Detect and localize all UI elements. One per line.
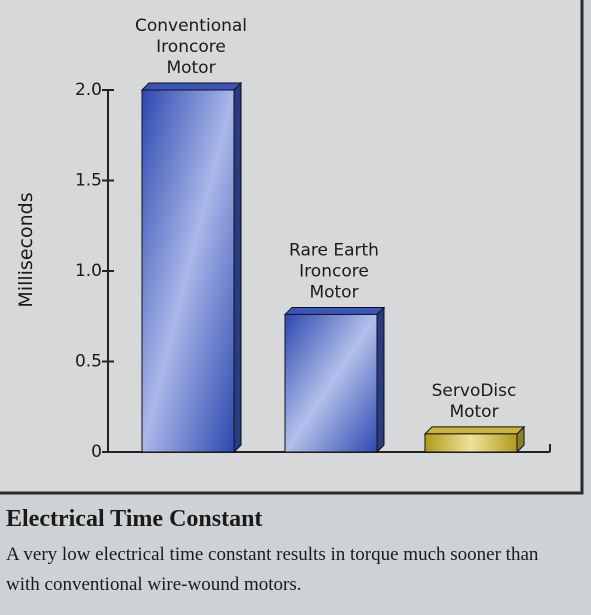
y-tick-label: 2.0 [75,80,102,100]
bar-side [233,81,242,454]
bar [141,89,235,453]
bar-top [140,82,243,91]
y-tick-label: 0.5 [75,352,102,372]
category-label: Conventional Ironcore Motor [135,16,247,78]
caption-text: A very low electrical time constant resu… [6,544,539,595]
caption-title: Electrical Time Constant [6,506,263,532]
bar-side [376,306,385,454]
bar [424,433,518,453]
y-tick-label: 1.5 [75,171,102,191]
y-tick-label: 1.0 [75,261,102,281]
category-label: Rare Earth Ironcore Motor [289,240,379,302]
category-label: ServoDisc Motor [432,381,517,422]
bar-top [283,306,386,315]
y-tick-label: 0 [91,442,102,462]
bar [284,313,378,453]
y-axis-title: Milliseconds [15,192,37,307]
bar-top [423,426,526,435]
chart: Milliseconds 0 0.5 1.0 1.5 2.0 Conventional Ir… [0,0,584,495]
